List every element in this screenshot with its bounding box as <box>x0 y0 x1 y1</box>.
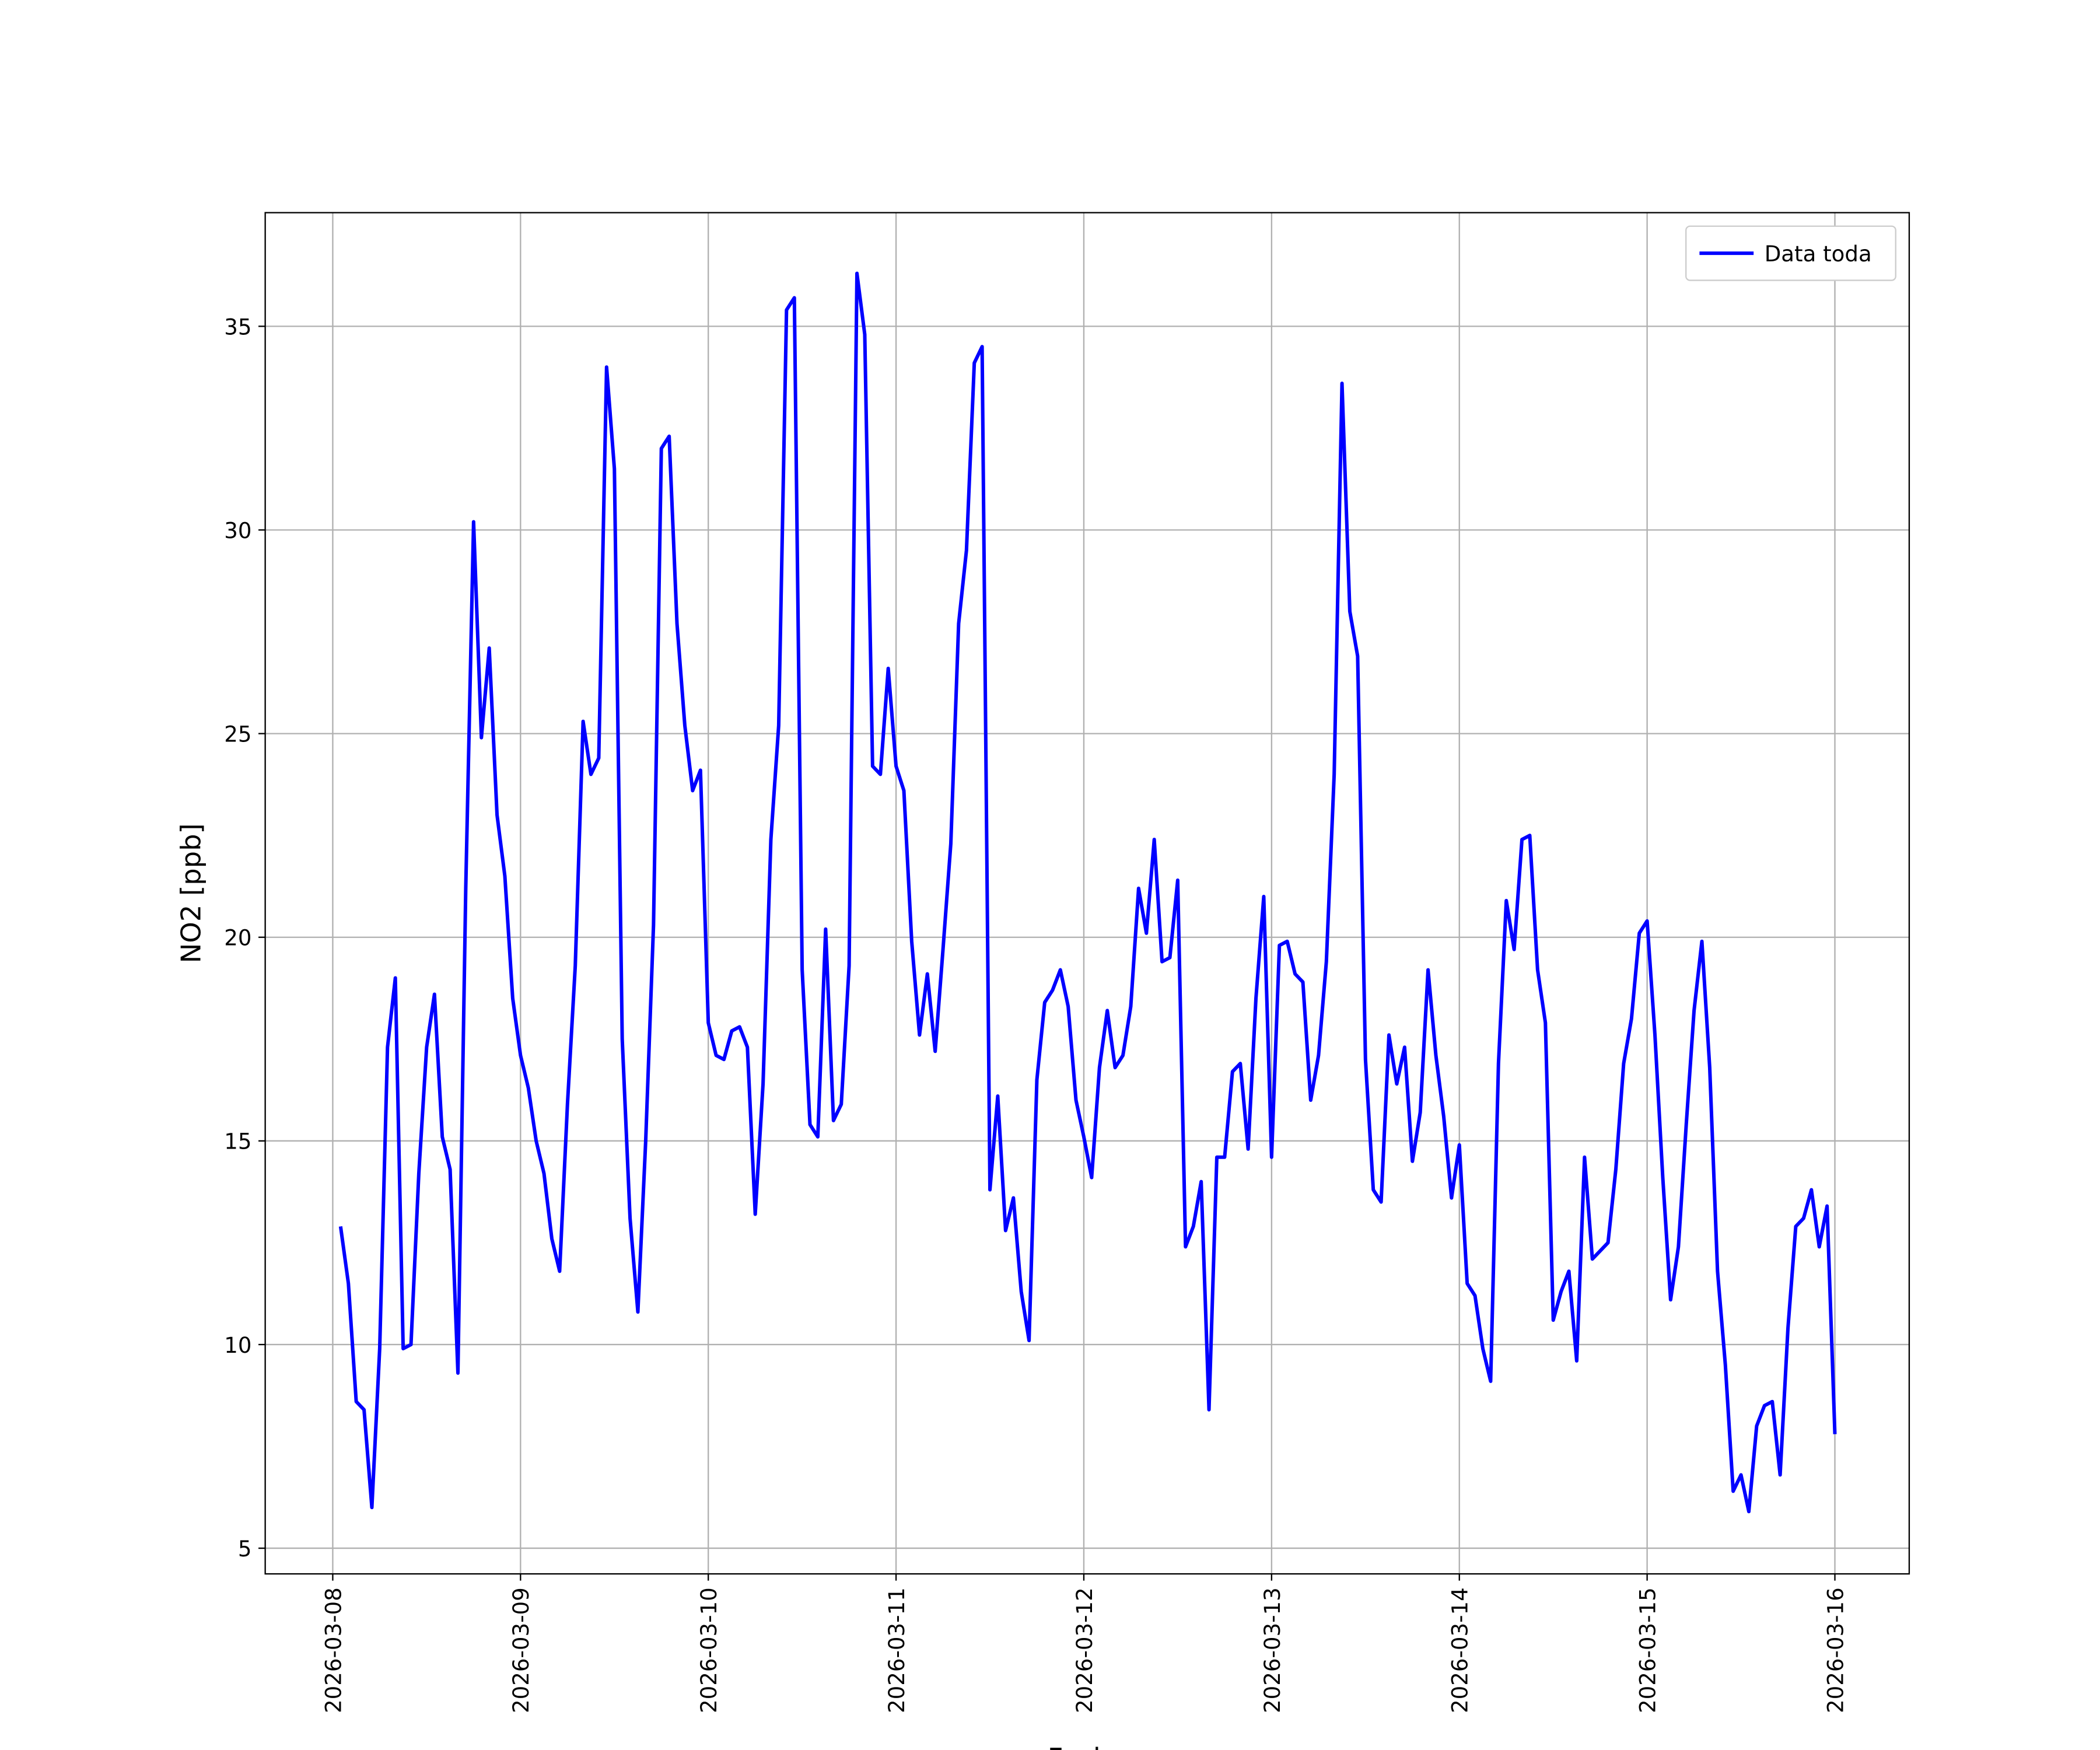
x-tick-label: 2026-03-10 <box>696 1587 722 1713</box>
y-tick-label: 5 <box>238 1536 252 1562</box>
y-tick-label: 15 <box>224 1129 251 1154</box>
y-tick-label: 30 <box>224 518 251 543</box>
x-tick-label: 2026-03-08 <box>321 1587 346 1713</box>
legend-box <box>1685 225 1896 281</box>
y-tick-label: 35 <box>224 314 251 340</box>
legend-label: Data toda <box>1765 242 1872 267</box>
y-tick-label: 25 <box>224 722 251 747</box>
x-axis-label: Fecha <box>1048 1742 1127 1750</box>
plot-frame <box>264 212 1910 1575</box>
x-tick-label: 2026-03-11 <box>884 1587 909 1713</box>
x-tick-label: 2026-03-13 <box>1260 1587 1285 1713</box>
x-tick-label: 2026-03-15 <box>1636 1587 1661 1713</box>
y-axis-label: NO2 [ppb] <box>175 823 206 963</box>
y-tick-label: 10 <box>224 1333 251 1358</box>
y-tick-label: 20 <box>224 926 251 951</box>
x-tick-label: 2026-03-16 <box>1823 1587 1848 1713</box>
x-tick-label: 2026-03-12 <box>1072 1587 1097 1713</box>
data-line <box>338 271 1837 1514</box>
x-tick-label: 2026-03-09 <box>509 1587 534 1713</box>
x-tick-label: 2026-03-14 <box>1448 1587 1473 1713</box>
